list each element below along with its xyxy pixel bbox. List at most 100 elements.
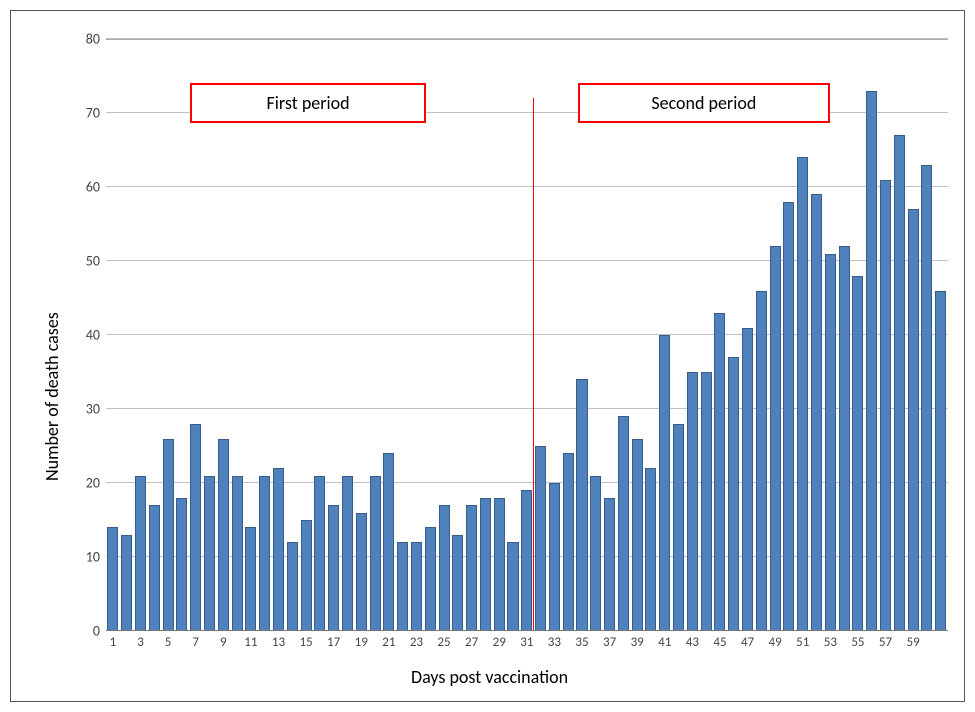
bar <box>494 498 505 631</box>
x-tick-label: 37 <box>603 631 616 650</box>
bar-slot <box>865 39 879 631</box>
bar-slot: 53 <box>823 39 837 631</box>
bar-slot: 3 <box>134 39 148 631</box>
bar <box>218 439 229 631</box>
bar-slot: 37 <box>603 39 617 631</box>
bar <box>507 542 518 631</box>
x-tick-label: 23 <box>410 631 423 650</box>
bar <box>756 291 767 631</box>
bar <box>397 542 408 631</box>
bar-slot <box>616 39 630 631</box>
bar <box>797 157 808 631</box>
x-axis-label: Days post vaccination <box>411 666 568 688</box>
bar-slot <box>423 39 437 631</box>
x-tick-label: 9 <box>220 631 227 650</box>
bar <box>176 498 187 631</box>
x-tick-label: 57 <box>879 631 892 650</box>
bar <box>673 424 684 631</box>
bar-slot <box>285 39 299 631</box>
bar-slot <box>672 39 686 631</box>
bar-slot: 49 <box>768 39 782 631</box>
bar-slot <box>699 39 713 631</box>
y-tick-label: 10 <box>86 549 106 566</box>
bar-slot <box>203 39 217 631</box>
bar-slot: 5 <box>161 39 175 631</box>
bar <box>232 476 243 631</box>
bar-slot <box>534 39 548 631</box>
x-tick-label: 25 <box>437 631 450 650</box>
bar <box>370 476 381 631</box>
x-tick-label: 11 <box>244 631 257 650</box>
x-tick-label: 39 <box>631 631 644 650</box>
bar <box>425 527 436 631</box>
bar-slot: 51 <box>796 39 810 631</box>
bar <box>314 476 325 631</box>
plot-area: 1357911131517192123252729313335373941434… <box>106 39 948 631</box>
bar-slot: 17 <box>327 39 341 631</box>
bar-slot: 33 <box>548 39 562 631</box>
bar <box>163 439 174 631</box>
bar <box>190 424 201 631</box>
bar-slot <box>892 39 906 631</box>
bar-slot <box>934 39 948 631</box>
y-tick-label: 30 <box>86 401 106 418</box>
bar-slot <box>506 39 520 631</box>
bar <box>328 505 339 631</box>
bar-slot <box>561 39 575 631</box>
bar <box>590 476 601 631</box>
bar <box>204 476 215 631</box>
bar-slot <box>754 39 768 631</box>
bar <box>521 490 532 631</box>
bar <box>356 513 367 631</box>
x-tick-label: 7 <box>192 631 199 650</box>
bars-container: 1357911131517192123252729313335373941434… <box>106 39 948 631</box>
bar <box>783 202 794 631</box>
bar <box>714 313 725 631</box>
bar-slot <box>230 39 244 631</box>
x-tick-label: 27 <box>465 631 478 650</box>
bar-slot <box>258 39 272 631</box>
bar-slot: 9 <box>216 39 230 631</box>
bar <box>466 505 477 631</box>
bar <box>742 328 753 631</box>
bar <box>245 527 256 631</box>
bar <box>659 335 670 631</box>
bar-slot: 1 <box>106 39 120 631</box>
y-axis-label: Number of death cases <box>41 312 63 481</box>
x-tick-label: 45 <box>713 631 726 650</box>
bar <box>535 446 546 631</box>
x-tick-label: 1 <box>110 631 117 650</box>
bar-slot <box>479 39 493 631</box>
x-tick-label: 33 <box>548 631 561 650</box>
bar-slot: 45 <box>713 39 727 631</box>
bar-slot <box>589 39 603 631</box>
x-tick-label: 15 <box>299 631 312 650</box>
bar-slot <box>782 39 796 631</box>
bar <box>618 416 629 631</box>
bar-slot <box>147 39 161 631</box>
bar <box>107 527 118 631</box>
bar-slot <box>120 39 134 631</box>
bar <box>273 468 284 631</box>
x-tick-label: 5 <box>165 631 172 650</box>
chart-frame: Number of death cases Days post vaccinat… <box>10 10 965 702</box>
bar <box>770 246 781 631</box>
bar <box>866 91 877 631</box>
bar <box>287 542 298 631</box>
x-tick-label: 43 <box>686 631 699 650</box>
bar-slot <box>837 39 851 631</box>
bar-slot <box>313 39 327 631</box>
x-tick-label: 35 <box>575 631 588 650</box>
bar <box>121 535 132 631</box>
bar-slot: 59 <box>906 39 920 631</box>
y-tick-label: 80 <box>86 31 106 48</box>
bar <box>259 476 270 631</box>
bar <box>549 483 560 631</box>
bar-slot <box>644 39 658 631</box>
bar <box>149 505 160 631</box>
bar-slot <box>396 39 410 631</box>
x-axis-line <box>106 630 948 631</box>
bar-slot <box>810 39 824 631</box>
bar-slot: 13 <box>272 39 286 631</box>
bar <box>632 439 643 631</box>
